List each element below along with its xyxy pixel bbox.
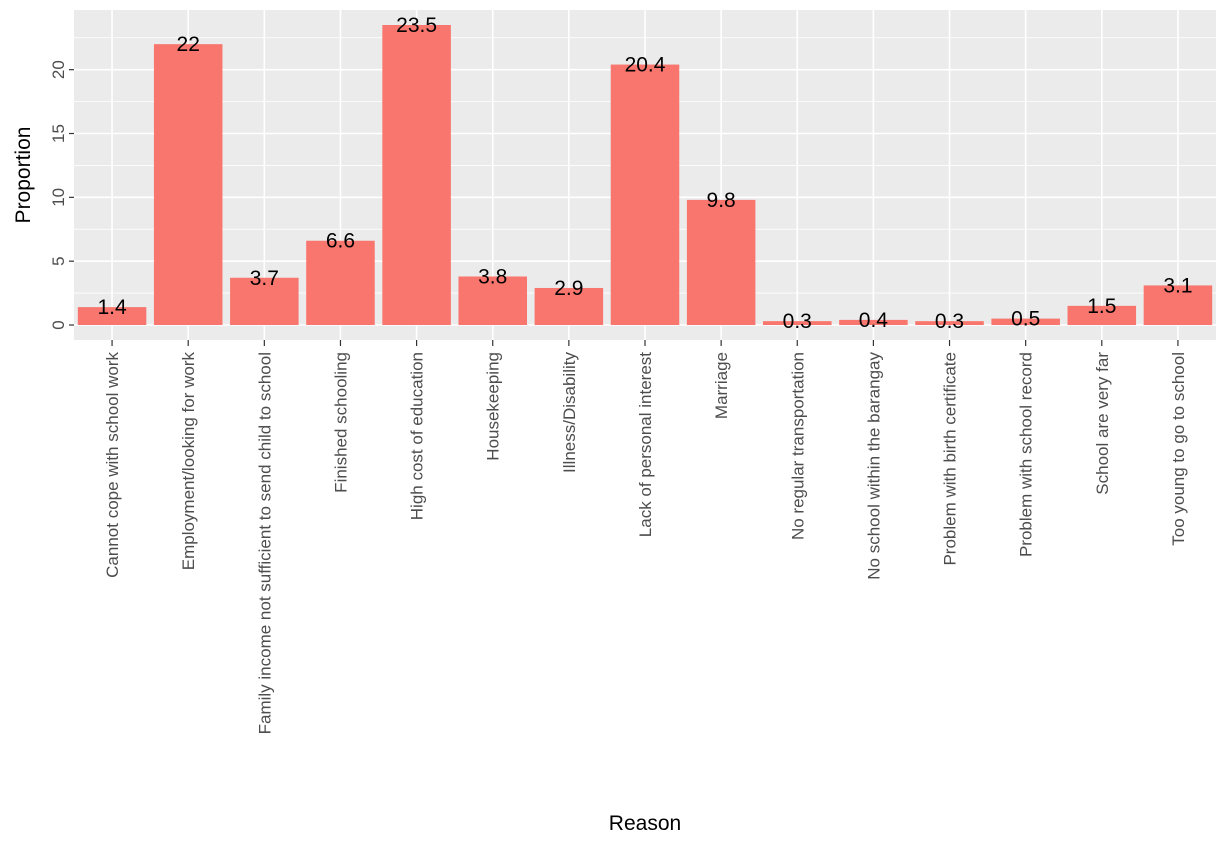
data-label: 2.9 — [554, 277, 583, 300]
x-tick-label: High cost of education — [408, 352, 427, 520]
data-label: 9.8 — [707, 189, 736, 212]
x-tick-label: Problem with school record — [1017, 352, 1036, 557]
x-tick-label: School are very far — [1093, 352, 1112, 495]
bar — [915, 321, 984, 325]
data-label: 23.5 — [396, 14, 437, 37]
bar — [991, 318, 1060, 325]
bars — [77, 25, 1213, 326]
data-label: 20.4 — [625, 54, 666, 77]
x-tick-label: Housekeeping — [484, 352, 503, 461]
data-label: 0.5 — [1011, 308, 1040, 331]
x-tick-label: Marriage — [712, 352, 731, 419]
data-label: 22 — [177, 33, 200, 56]
y-tick-label: 20 — [49, 60, 68, 79]
x-tick-label: Problem with birth certificate — [941, 352, 960, 566]
data-label: 3.1 — [1163, 274, 1192, 297]
y-tick-label: 15 — [49, 124, 68, 143]
data-label: 1.5 — [1087, 295, 1116, 318]
x-tick-label: Lack of personal interest — [636, 352, 655, 537]
data-label: 3.8 — [478, 265, 507, 288]
y-axis-title: Proportion — [12, 127, 35, 224]
bar — [382, 25, 451, 325]
bar — [458, 276, 527, 325]
bar — [77, 307, 147, 325]
x-axis: Cannot cope with school work Employment/l… — [103, 340, 1188, 734]
bar — [763, 321, 832, 325]
data-labels: 1.4 22 3.7 6.6 23.5 3.8 2.9 20.4 9.8 0.3 0.4 0.3 0.5… — [97, 14, 1192, 333]
data-label: 0.3 — [935, 310, 964, 333]
bar — [230, 277, 299, 325]
data-label: 0.4 — [859, 309, 889, 332]
bar — [306, 240, 375, 325]
bar — [1143, 285, 1213, 325]
x-tick-label: Cannot cope with school work — [103, 352, 122, 578]
x-tick-label: No school within the barangay — [864, 352, 883, 580]
x-tick-label: Employment/looking for work — [179, 352, 198, 571]
bar — [839, 319, 908, 325]
y-axis: 0 5 10 15 20 — [49, 60, 74, 330]
y-tick-label: 10 — [49, 188, 68, 207]
x-tick-label: Too young to go to school — [1169, 352, 1188, 546]
data-label: 0.3 — [783, 310, 812, 333]
x-tick-label: Family income not sufficient to send chi… — [255, 352, 274, 734]
bar — [686, 199, 756, 325]
x-tick-label: No regular transportation — [788, 352, 807, 540]
x-tick-label: Illness/Disability — [560, 352, 579, 473]
bar — [610, 64, 680, 326]
data-label: 1.4 — [97, 296, 127, 319]
x-tick-label: Finished schooling — [331, 352, 350, 493]
y-tick-label: 5 — [49, 256, 68, 265]
y-tick-label: 0 — [49, 320, 68, 329]
bar — [534, 287, 604, 325]
x-axis-title: Reason — [609, 812, 681, 835]
bar — [1067, 305, 1137, 325]
data-label: 3.7 — [250, 267, 279, 290]
data-label: 6.6 — [326, 230, 355, 253]
bar — [153, 44, 223, 326]
